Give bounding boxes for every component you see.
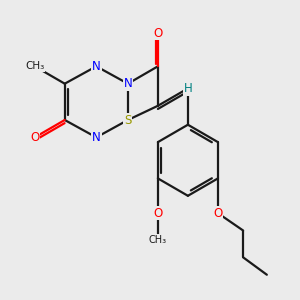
Text: CH₃: CH₃ (25, 61, 44, 71)
Text: N: N (92, 131, 101, 144)
Text: H: H (184, 82, 192, 95)
Text: S: S (124, 113, 132, 127)
Text: O: O (153, 27, 163, 40)
Text: CH₃: CH₃ (149, 235, 167, 245)
Text: O: O (213, 207, 223, 220)
Text: O: O (153, 207, 163, 220)
Text: O: O (30, 131, 39, 144)
Text: N: N (124, 77, 132, 90)
Text: N: N (92, 60, 101, 73)
